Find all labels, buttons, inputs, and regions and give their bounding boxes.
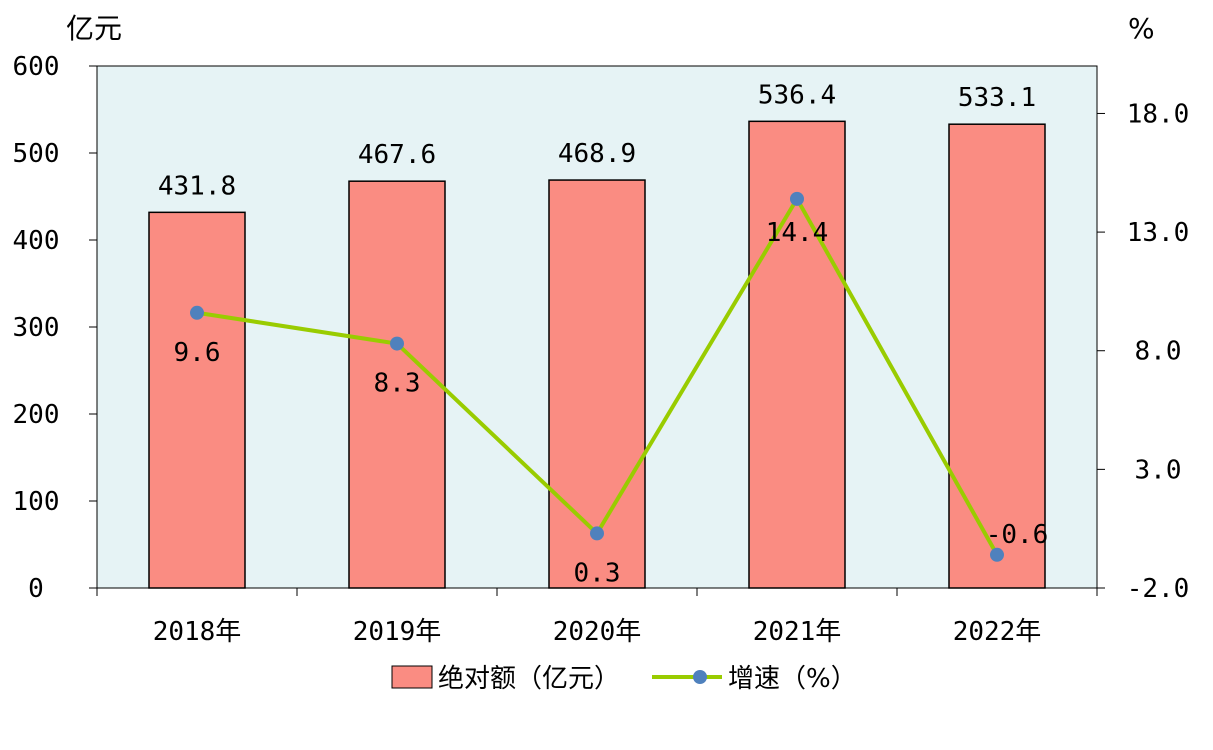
left-axis: 0 100 200 300 400 500 600 bbox=[13, 52, 97, 604]
bar-2021年 bbox=[748, 120, 846, 589]
bar-2019年 bbox=[348, 180, 446, 589]
x-tick-label: 2021年 bbox=[753, 617, 842, 647]
right-tick-label: 3.0 bbox=[1135, 455, 1182, 485]
x-tick-label: 2020年 bbox=[553, 617, 642, 647]
left-axis-unit: 亿元 bbox=[66, 12, 122, 45]
left-tick-label: 100 bbox=[13, 487, 60, 517]
growth-value-label: 9.6 bbox=[174, 338, 221, 368]
growth-value-label: 8.3 bbox=[374, 369, 421, 399]
right-tick-label: 8.0 bbox=[1135, 337, 1182, 367]
growth-point bbox=[190, 305, 204, 320]
growth-value-label: -0.6 bbox=[986, 520, 1049, 550]
bar-value-label: 467.6 bbox=[358, 140, 436, 170]
legend-line-marker bbox=[693, 670, 707, 684]
bar-2018年 bbox=[148, 211, 246, 589]
growth-point bbox=[390, 336, 404, 351]
left-tick-label: 600 bbox=[13, 52, 60, 82]
bar-2022年 bbox=[948, 123, 1046, 589]
x-tick-label: 2022年 bbox=[953, 617, 1042, 647]
left-tick-label: 0 bbox=[28, 574, 44, 604]
growth-point bbox=[790, 191, 804, 206]
growth-value-label: 14.4 bbox=[766, 218, 829, 248]
x-tick-label: 2019年 bbox=[353, 617, 442, 647]
left-tick-label: 500 bbox=[13, 139, 60, 169]
left-tick-label: 400 bbox=[13, 226, 60, 256]
bar-2020年 bbox=[548, 179, 646, 589]
left-tick-label: 200 bbox=[13, 400, 60, 430]
right-tick-label: 18.0 bbox=[1127, 99, 1190, 129]
growth-line: 9.6 8.3 0.3 14.4 -0.6 bbox=[174, 191, 1049, 588]
left-tick-label: 300 bbox=[13, 313, 60, 343]
bars: 431.8 467.6 468.9 536.4 533.1 bbox=[148, 80, 1046, 589]
bar-value-label: 468.9 bbox=[558, 139, 636, 169]
growth-point bbox=[990, 547, 1004, 562]
x-axis: 2018年 2019年 2020年 2021年 2022年 bbox=[96, 588, 1098, 647]
legend-bar-swatch bbox=[391, 665, 433, 689]
bar-value-label: 431.8 bbox=[158, 171, 236, 201]
right-tick-label: 13.0 bbox=[1127, 218, 1190, 248]
growth-value-label: 0.3 bbox=[574, 558, 621, 588]
legend-line-label: 增速（%） bbox=[728, 664, 857, 694]
legend-bar-label: 绝对额（亿元） bbox=[438, 664, 620, 694]
bar-value-label: 536.4 bbox=[758, 80, 836, 110]
x-tick-label: 2018年 bbox=[153, 617, 242, 647]
right-axis-unit: % bbox=[1128, 12, 1155, 45]
right-axis: -2.0 3.0 8.0 13.0 18.0 bbox=[1097, 99, 1189, 604]
bar-value-label: 533.1 bbox=[958, 83, 1036, 113]
growth-point bbox=[590, 526, 604, 541]
legend: 绝对额（亿元） 增速（%） bbox=[391, 664, 857, 694]
right-tick-label: -2.0 bbox=[1127, 574, 1190, 604]
